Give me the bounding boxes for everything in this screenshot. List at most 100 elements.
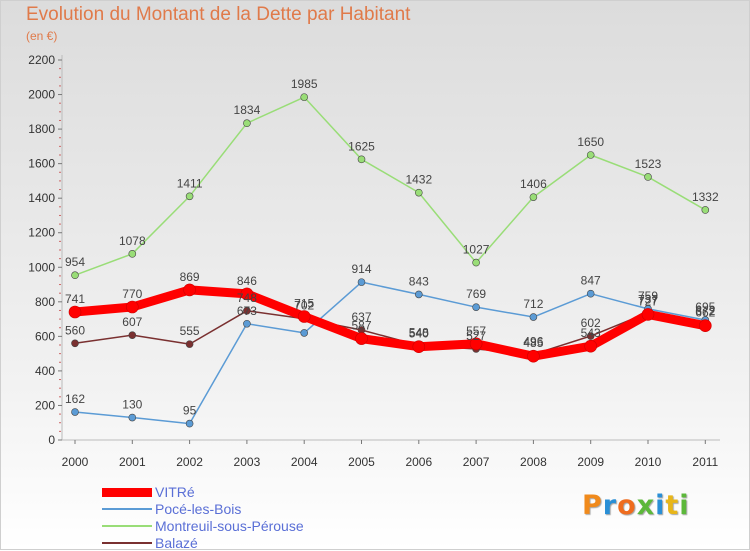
legend-swatch — [102, 525, 152, 527]
data-point — [357, 278, 366, 286]
data-point — [185, 192, 194, 201]
y-tick-label: 0 — [48, 433, 55, 447]
chart-unit: (en €) — [26, 29, 58, 43]
x-tick-label: 2001 — [119, 455, 146, 469]
data-point — [240, 287, 254, 301]
data-label: 1834 — [234, 103, 261, 117]
data-label: 769 — [466, 287, 486, 301]
data-label: 843 — [409, 274, 429, 288]
data-label: 1078 — [119, 234, 146, 248]
data-label: 527 — [466, 329, 486, 343]
data-label: 548 — [409, 325, 429, 339]
data-label: 130 — [122, 398, 142, 412]
data-point — [243, 119, 251, 128]
y-tick-label: 400 — [35, 364, 55, 378]
data-point — [586, 332, 595, 340]
logo-letter: t — [665, 490, 680, 521]
data-label: 485 — [523, 336, 543, 350]
data-label: 560 — [65, 323, 85, 337]
data-label: 555 — [180, 324, 200, 338]
data-label: 587 — [351, 319, 371, 333]
legend-label: Montreuil-sous-Pérouse — [155, 518, 304, 534]
data-point — [71, 271, 79, 280]
y-tick-label: 2000 — [28, 88, 55, 102]
data-point — [185, 419, 194, 428]
legend-swatch — [102, 487, 152, 497]
data-label: 1523 — [635, 157, 662, 171]
data-point — [584, 339, 598, 353]
data-point — [71, 339, 79, 348]
y-tick-label: 1800 — [28, 122, 55, 136]
data-point — [128, 250, 137, 258]
data-point — [71, 408, 79, 416]
logo-letter: o — [617, 490, 637, 521]
data-label: 1406 — [520, 177, 547, 191]
data-label: 602 — [581, 316, 601, 330]
data-label: 1411 — [177, 176, 203, 190]
x-tick-label: 2003 — [234, 455, 261, 469]
legend-item: Montreuil-sous-Pérouse — [102, 518, 304, 534]
data-label: 1985 — [291, 77, 318, 91]
data-point — [527, 349, 540, 363]
data-label: 1625 — [348, 139, 375, 153]
data-label: 662 — [695, 306, 715, 320]
y-tick-label: 1200 — [28, 226, 55, 240]
data-point — [414, 290, 423, 299]
logo-letter: x — [636, 490, 656, 521]
logo-letter: i — [679, 490, 690, 521]
x-tick-label: 2011 — [692, 455, 718, 469]
data-label: 496 — [523, 334, 543, 348]
legend-item: Balazé — [102, 535, 198, 551]
data-label: 759 — [638, 289, 658, 303]
proxiti-logo: Proxiti — [582, 490, 690, 521]
data-point — [641, 308, 655, 321]
data-point — [355, 332, 368, 345]
data-point — [128, 413, 137, 422]
x-tick-label: 2007 — [463, 455, 490, 469]
data-point — [644, 173, 652, 181]
data-label: 543 — [581, 326, 601, 340]
data-point — [586, 151, 595, 159]
y-tick-label: 200 — [35, 398, 55, 412]
legend-swatch — [102, 508, 152, 510]
data-point — [357, 155, 366, 164]
data-label: 737 — [638, 293, 658, 307]
legend-label: Balazé — [155, 535, 198, 551]
data-label: 673 — [237, 304, 257, 318]
data-point — [68, 305, 82, 319]
data-label: 727 — [638, 294, 658, 308]
data-point — [183, 283, 196, 297]
series-line — [70, 285, 710, 361]
series-1 — [71, 278, 710, 428]
data-point — [243, 319, 251, 328]
x-tick-label: 2009 — [577, 455, 604, 469]
data-label: 607 — [122, 315, 142, 329]
legend-item: Pocé-les-Bois — [102, 501, 241, 517]
data-point — [126, 300, 139, 314]
data-label: 846 — [237, 274, 257, 288]
data-label: 637 — [351, 310, 371, 324]
data-label: 702 — [294, 299, 314, 313]
data-point — [300, 93, 309, 101]
data-label: 954 — [65, 255, 85, 269]
data-point — [529, 193, 538, 201]
data-label: 914 — [351, 262, 371, 276]
data-point — [414, 188, 423, 197]
data-point — [698, 319, 712, 332]
data-label: 672 — [695, 304, 715, 318]
y-tick-label: 2200 — [28, 53, 55, 67]
x-tick-label: 2005 — [348, 455, 375, 469]
x-tick-label: 2004 — [291, 455, 318, 469]
data-label: 1432 — [405, 173, 432, 187]
x-tick-label: 2002 — [176, 455, 203, 469]
y-tick-label: 800 — [35, 295, 55, 309]
legend-label: Pocé-les-Bois — [155, 501, 242, 517]
y-tick-label: 1400 — [28, 191, 55, 205]
y-tick-label: 600 — [35, 329, 55, 343]
data-label: 770 — [122, 287, 142, 301]
data-label: 1027 — [463, 243, 490, 257]
data-label: 95 — [183, 404, 197, 418]
series-0 — [68, 283, 712, 363]
data-point — [128, 331, 137, 339]
